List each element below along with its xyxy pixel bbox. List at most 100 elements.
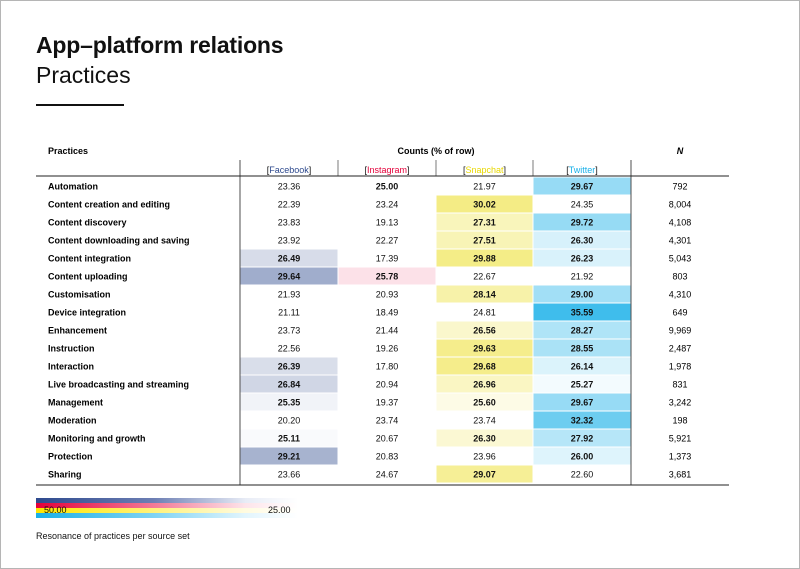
cell-value-instagram: 21.44: [376, 326, 399, 336]
cell-value-facebook: 23.83: [278, 218, 301, 228]
cell-value-facebook: 26.49: [278, 254, 301, 264]
cell-bg-facebook: [240, 321, 338, 339]
cell-value-facebook: 23.92: [278, 236, 301, 246]
cell-bg-twitter: [533, 303, 631, 321]
cell-bg-instagram: [338, 303, 436, 321]
row-label: Moderation: [48, 416, 97, 426]
cell-value-snapchat: 26.96: [473, 380, 496, 390]
cell-bg-instagram: [338, 429, 436, 447]
cell-value-twitter: 26.14: [571, 362, 594, 372]
cell-n: 3,681: [669, 470, 692, 480]
cell-value-twitter: 21.92: [571, 272, 594, 282]
cell-bg-twitter: [533, 429, 631, 447]
cell-value-twitter: 24.35: [571, 200, 594, 210]
cell-bg-facebook: [240, 393, 338, 411]
cell-bg-instagram: [338, 339, 436, 357]
title-underline: [36, 104, 124, 106]
cell-value-instagram: 19.26: [376, 344, 399, 354]
cell-value-instagram: 20.94: [376, 380, 399, 390]
cell-bg-facebook: [240, 213, 338, 231]
cell-bg-twitter: [533, 321, 631, 339]
cell-value-instagram: 25.78: [376, 272, 399, 282]
cell-bg-snapchat: [436, 303, 533, 321]
cell-value-twitter: 26.23: [571, 254, 594, 264]
cell-n: 803: [672, 272, 687, 282]
cell-bg-snapchat: [436, 213, 533, 231]
cell-bg-twitter: [533, 375, 631, 393]
row-label: Content integration: [48, 254, 131, 264]
cell-value-facebook: 23.73: [278, 326, 301, 336]
cell-n: 3,242: [669, 398, 692, 408]
legend-max-label: 25.00: [268, 505, 291, 515]
cell-n: 1,978: [669, 362, 692, 372]
row-label: Automation: [48, 182, 98, 192]
cell-bg-instagram: [338, 465, 436, 483]
cell-value-instagram: 20.93: [376, 290, 399, 300]
cell-value-instagram: 22.27: [376, 236, 399, 246]
cell-value-snapchat: 21.97: [473, 182, 496, 192]
legend-bar-facebook: [36, 498, 298, 503]
cell-bg-snapchat: [436, 285, 533, 303]
cell-bg-facebook: [240, 339, 338, 357]
cell-bg-instagram: [338, 357, 436, 375]
row-label: Protection: [48, 452, 93, 462]
cell-value-snapchat: 23.96: [473, 452, 496, 462]
cell-value-instagram: 19.13: [376, 218, 399, 228]
cell-value-instagram: 20.67: [376, 434, 399, 444]
cell-value-instagram: 23.74: [376, 416, 399, 426]
row-label: Content discovery: [48, 218, 127, 228]
cell-bg-facebook: [240, 447, 338, 465]
cell-bg-twitter: [533, 177, 631, 195]
cell-value-twitter: 22.60: [571, 470, 594, 480]
cell-value-snapchat: 26.30: [473, 434, 496, 444]
cell-value-facebook: 25.35: [278, 398, 301, 408]
cell-bg-snapchat: [436, 429, 533, 447]
cell-value-twitter: 29.67: [571, 182, 594, 192]
cell-n: 9,969: [669, 326, 692, 336]
cell-value-snapchat: 29.88: [473, 254, 496, 264]
row-label: Monitoring and growth: [48, 434, 145, 444]
cell-bg-twitter: [533, 267, 631, 285]
group-header-label: Counts (% of row): [398, 146, 475, 156]
cell-value-facebook: 22.56: [278, 344, 301, 354]
cell-n: 792: [672, 182, 687, 192]
row-label: Content downloading and saving: [48, 236, 190, 246]
cell-value-instagram: 17.80: [376, 362, 399, 372]
cell-value-facebook: 21.11: [278, 308, 300, 318]
cell-value-twitter: 28.27: [571, 326, 594, 336]
cell-value-facebook: 26.84: [278, 380, 301, 390]
cell-bg-instagram: [338, 231, 436, 249]
column-header-facebook: [Facebook]: [267, 165, 312, 175]
cell-value-snapchat: 26.56: [473, 326, 496, 336]
cell-value-snapchat: 29.07: [473, 470, 496, 480]
cell-value-facebook: 23.66: [278, 470, 301, 480]
cell-value-instagram: 24.67: [376, 470, 399, 480]
cell-bg-facebook: [240, 465, 338, 483]
row-label: Instruction: [48, 344, 95, 354]
cell-n: 4,310: [669, 290, 692, 300]
cell-bg-snapchat: [436, 339, 533, 357]
cell-value-facebook: 29.64: [278, 272, 301, 282]
cell-value-twitter: 29.72: [571, 218, 594, 228]
cell-bg-twitter: [533, 285, 631, 303]
cell-value-twitter: 25.27: [571, 380, 594, 390]
n-header-label: N: [677, 146, 684, 156]
cell-value-facebook: 26.39: [278, 362, 301, 372]
page-title: App–platform relations: [36, 32, 284, 58]
cell-value-twitter: 26.00: [571, 452, 594, 462]
cell-value-twitter: 35.59: [571, 308, 594, 318]
row-label: Management: [48, 398, 103, 408]
cell-bg-twitter: [533, 231, 631, 249]
legend-bar-instagram: [36, 503, 298, 508]
cell-bg-facebook: [240, 249, 338, 267]
cell-value-snapchat: 29.63: [473, 344, 496, 354]
cell-bg-instagram: [338, 411, 436, 429]
legend-min-label: 50.00: [44, 505, 67, 515]
cell-value-facebook: 29.21: [278, 452, 301, 462]
row-label: Content creation and editing: [48, 200, 170, 210]
cell-value-snapchat: 22.67: [473, 272, 496, 282]
cell-value-snapchat: 30.02: [473, 200, 496, 210]
cell-value-instagram: 20.83: [376, 452, 399, 462]
row-label: Sharing: [48, 470, 82, 480]
